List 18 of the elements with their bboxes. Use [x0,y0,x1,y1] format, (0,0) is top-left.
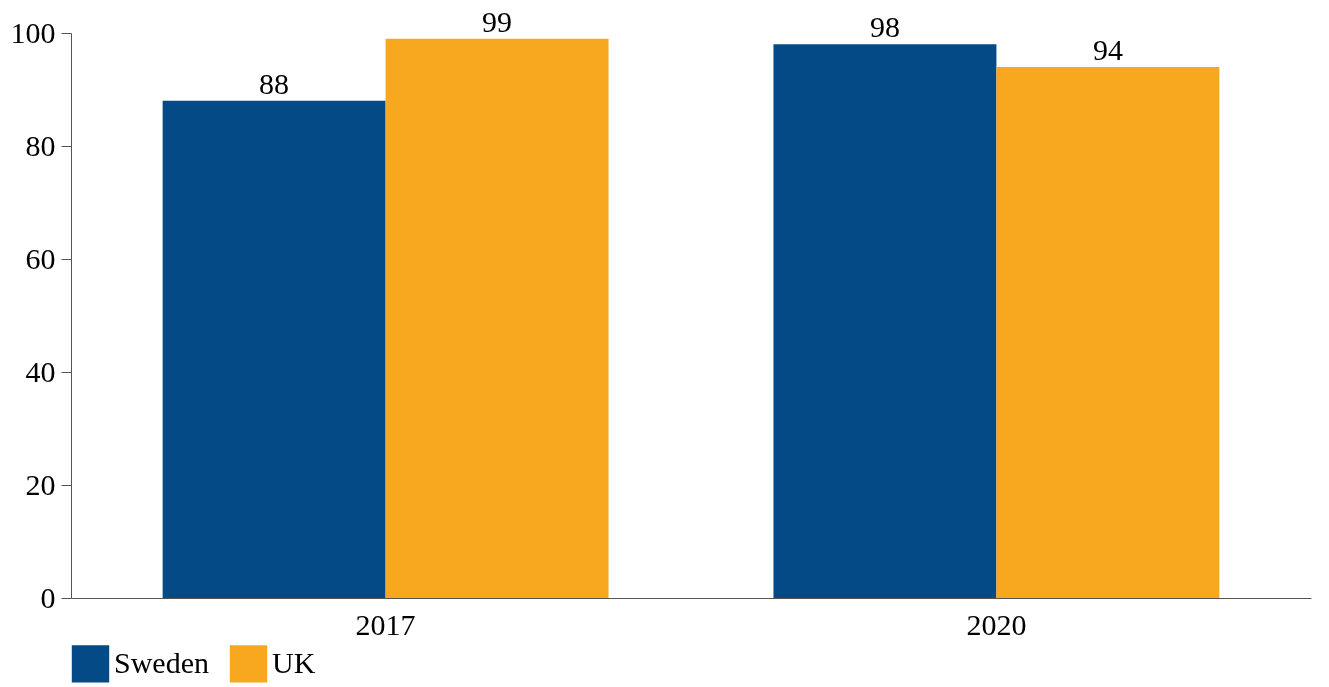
bar [996,66,1220,598]
bar [162,100,386,598]
y-tick-label: 80 [25,128,56,162]
data-label: 88 [259,66,290,100]
y-tick-label: 100 [10,15,56,49]
bar [385,38,609,598]
data-label: 99 [482,4,513,38]
legend-label: Sweden [114,645,209,679]
data-label: 98 [869,10,900,44]
y-tick-label: 0 [40,580,56,614]
x-tick-label: 2020 [966,607,1027,641]
x-tick-label: 2017 [355,607,416,641]
bar [773,44,997,598]
legend-label: UK [272,645,316,679]
data-label: 94 [1092,32,1123,66]
y-tick-label: 20 [25,467,56,501]
y-tick-label: 60 [25,241,56,275]
y-tick-label: 40 [25,354,56,388]
